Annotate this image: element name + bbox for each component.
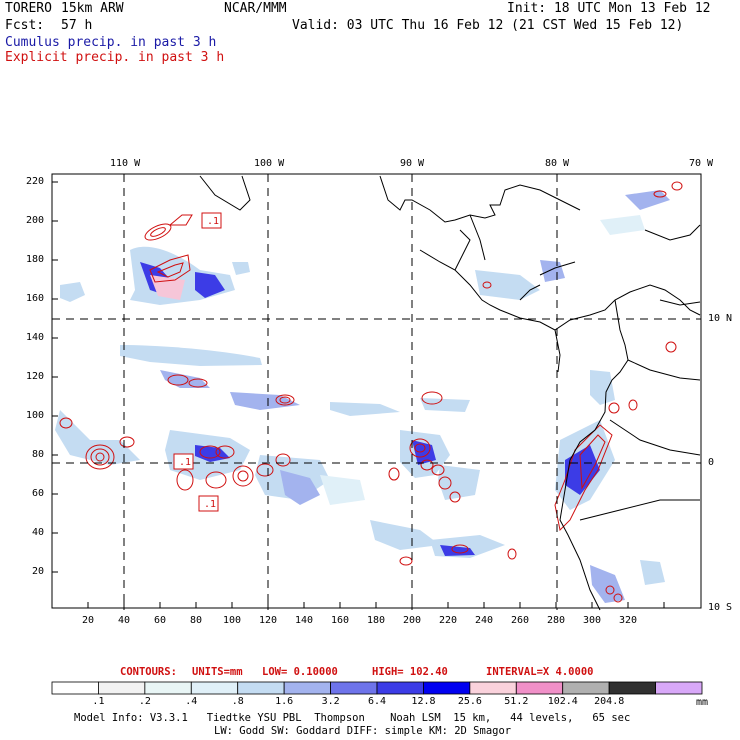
forecast-label: Fcst: bbox=[5, 18, 45, 33]
model-resolution: 15km ARW bbox=[61, 1, 124, 16]
legend-swatch bbox=[376, 681, 424, 695]
legend-value: 204.8 bbox=[594, 696, 625, 707]
color-legend-bar bbox=[51, 681, 703, 695]
y-tick-label: 180 bbox=[26, 254, 45, 265]
legend-swatch bbox=[423, 681, 471, 695]
lat-lon-grid bbox=[52, 174, 701, 610]
legend-swatch bbox=[51, 681, 99, 695]
legend-value: 102.4 bbox=[547, 696, 578, 707]
legend-swatch bbox=[515, 681, 564, 695]
lon-label: 110 W bbox=[110, 158, 141, 169]
legend-swatch bbox=[562, 681, 610, 695]
legend-labels: .1 .2 .4 .8 1.6 3.2 6.4 12.8 25.6 51.2 102.4 204.8 bbox=[0, 694, 740, 708]
x-tick-label: 180 bbox=[367, 615, 386, 626]
y-tick-label: 160 bbox=[26, 293, 45, 304]
explicit-precip-contours bbox=[59, 181, 683, 603]
cumulus-legend-title: Cumulus precip. in past 3 h bbox=[5, 35, 217, 50]
x-tick-label: 300 bbox=[583, 615, 602, 626]
model-physics: LW: Godd SW: Goddard DIFF: simple KM: 2D… bbox=[214, 725, 512, 737]
forecast-hours: 57 h bbox=[61, 18, 93, 33]
y-tick-label: 80 bbox=[32, 449, 45, 460]
x-tick-label: 200 bbox=[403, 615, 422, 626]
legend-value: 12.8 bbox=[411, 696, 436, 707]
y-tick-label: 220 bbox=[26, 176, 45, 187]
x-tick-label: 60 bbox=[154, 615, 167, 626]
lon-label: 90 W bbox=[400, 158, 425, 169]
legend-value: .4 bbox=[185, 696, 198, 707]
legend-value: .2 bbox=[138, 696, 151, 707]
model-info: Model Info: V3.3.1 Tiedtke YSU PBL Thomp… bbox=[74, 712, 631, 724]
legend-value: 25.6 bbox=[457, 696, 482, 707]
legend-value: 51.2 bbox=[504, 696, 529, 707]
y-tick-label: 120 bbox=[26, 371, 45, 382]
contours-high: HIGH= 102.40 bbox=[372, 666, 448, 678]
legend-swatch bbox=[655, 681, 703, 695]
lat-label: 10 N bbox=[708, 313, 733, 324]
organization: NCAR/MMM bbox=[224, 1, 287, 16]
x-tick-label: 40 bbox=[118, 615, 131, 626]
x-tick-label: 280 bbox=[547, 615, 566, 626]
legend-swatch bbox=[237, 681, 285, 695]
legend-swatch bbox=[283, 681, 331, 695]
explicit-legend-title: Explicit precip. in past 3 h bbox=[5, 50, 225, 65]
contour-label: .1 bbox=[207, 216, 220, 227]
legend-swatch bbox=[190, 681, 239, 695]
coastlines bbox=[199, 175, 701, 611]
valid-time: Valid: 03 UTC Thu 16 Feb 12 (21 CST Wed … bbox=[292, 18, 684, 33]
legend-unit: mm bbox=[696, 697, 709, 708]
lat-label: 10 S bbox=[708, 602, 733, 613]
contours-units: UNITS=mm bbox=[192, 666, 243, 678]
lon-label: 70 W bbox=[689, 158, 714, 169]
cumulus-precip-shading bbox=[55, 190, 670, 603]
model-name: TORERO bbox=[5, 1, 52, 16]
legend-swatch bbox=[608, 681, 656, 695]
y-tick-label: 200 bbox=[26, 215, 45, 226]
y-tick-label: 140 bbox=[26, 332, 45, 343]
x-tick-label: 320 bbox=[619, 615, 638, 626]
axis-ticks bbox=[52, 181, 665, 608]
x-tick-label: 20 bbox=[82, 615, 95, 626]
y-tick-label: 40 bbox=[32, 527, 45, 538]
legend-value: .1 bbox=[92, 696, 105, 707]
y-tick-label: 20 bbox=[32, 566, 45, 577]
legend-value: 1.6 bbox=[275, 696, 294, 707]
legend-value: .8 bbox=[231, 696, 244, 707]
legend-value: 6.4 bbox=[368, 696, 387, 707]
lat-label: 0 bbox=[708, 457, 715, 468]
init-time: Init: 18 UTC Mon 13 Feb 12 bbox=[507, 1, 711, 16]
contour-label-boxes bbox=[173, 212, 222, 512]
x-tick-label: 260 bbox=[511, 615, 530, 626]
lon-label: 80 W bbox=[545, 158, 570, 169]
contours-interval: INTERVAL=X 4.0000 bbox=[486, 666, 594, 678]
legend-swatch bbox=[330, 681, 378, 695]
x-tick-label: 240 bbox=[475, 615, 494, 626]
contours-label: CONTOURS: bbox=[120, 666, 177, 678]
legend-swatch bbox=[98, 681, 146, 695]
legend-swatch bbox=[469, 681, 517, 695]
legend-swatch bbox=[144, 681, 192, 695]
legend-value: 3.2 bbox=[321, 696, 340, 707]
x-tick-label: 120 bbox=[259, 615, 278, 626]
y-tick-label: 60 bbox=[32, 488, 45, 499]
contours-low: LOW= 0.10000 bbox=[262, 666, 338, 678]
x-tick-label: 100 bbox=[223, 615, 242, 626]
contour-label: .1 bbox=[204, 499, 217, 510]
lon-label: 100 W bbox=[254, 158, 285, 169]
x-tick-label: 220 bbox=[439, 615, 458, 626]
x-tick-label: 80 bbox=[190, 615, 203, 626]
y-tick-label: 100 bbox=[26, 410, 45, 421]
x-tick-label: 160 bbox=[331, 615, 350, 626]
x-tick-label: 140 bbox=[295, 615, 314, 626]
contour-label: .1 bbox=[179, 457, 192, 468]
